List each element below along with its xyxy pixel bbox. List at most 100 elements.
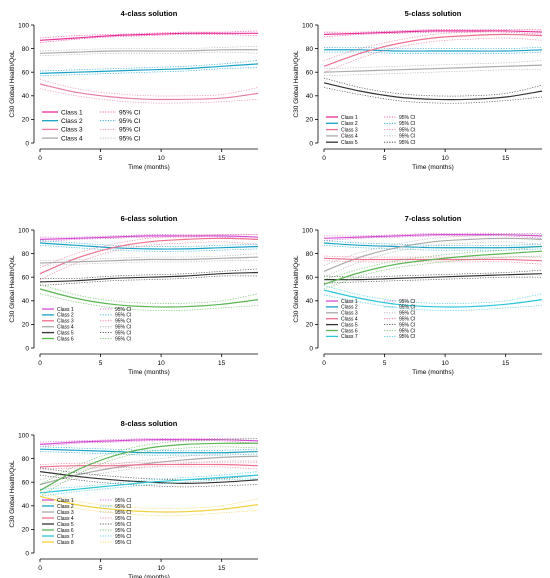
- series-class-4: [39, 461, 259, 470]
- legend-ci-label: 95% CI: [115, 504, 131, 510]
- legend-ci-label: 95% CI: [115, 510, 131, 516]
- y-tick-label: 80: [22, 251, 30, 258]
- series-class-2: [39, 446, 259, 456]
- ci-upper-line: [323, 46, 543, 50]
- panel-5-class: 5-class solution 0 5 10 15 0 20 40 60 80 100 Time (…: [293, 9, 543, 171]
- ci-lower-line: [323, 260, 543, 265]
- x-tick-label: 5: [99, 155, 103, 162]
- x-tick-label: 5: [99, 360, 103, 367]
- legend: Class 1 95% CI Class 2 95% CI Class 3 95% CI C…: [42, 307, 131, 342]
- series-line: [323, 250, 543, 285]
- series-class-6: [39, 283, 259, 311]
- legend-ci-label: 95% CI: [115, 528, 131, 534]
- legend-ci-label: 95% CI: [399, 127, 415, 133]
- ci-lower-line: [39, 478, 259, 497]
- legend-label: Class 2: [341, 121, 358, 127]
- legend-label: Class 5: [341, 140, 358, 146]
- series-class-3: [39, 451, 259, 490]
- series-line: [39, 455, 259, 486]
- legend-ci-label: 95% CI: [399, 328, 415, 334]
- y-tick-label: 100: [302, 22, 313, 29]
- y-tick-label: 60: [306, 275, 314, 282]
- ci-upper-line: [39, 234, 259, 269]
- y-tick-label: 20: [306, 322, 314, 329]
- y-axis-label: C30 Global Health/QoL: [293, 255, 300, 323]
- legend-label: Class 2: [61, 118, 83, 125]
- legend-label: Class 1: [61, 109, 83, 116]
- legend-label: Class 3: [57, 319, 74, 325]
- ci-upper-line: [323, 285, 543, 304]
- y-tick-label: 20: [22, 527, 30, 534]
- legend: Class 1 95% CI Class 2 95% CI Class 3 95% CI C…: [326, 115, 415, 146]
- series-line: [39, 235, 259, 240]
- y-axis-label: C30 Global Health/QoL: [9, 460, 16, 528]
- series-line: [39, 32, 258, 41]
- series-class-1: [323, 29, 543, 38]
- y-tick-label: 80: [306, 46, 314, 53]
- series-line: [323, 82, 543, 101]
- series-line: [39, 271, 259, 283]
- y-tick-label: 0: [25, 550, 29, 557]
- legend-ci-label: 95% CI: [399, 316, 415, 322]
- x-tick-label: 5: [383, 360, 387, 367]
- legend-ci-label: 95% CI: [399, 322, 415, 328]
- series-class-5: [39, 268, 259, 286]
- ci-lower-line: [323, 87, 543, 104]
- x-tick-label: 0: [322, 155, 326, 162]
- ci-upper-line: [323, 60, 543, 70]
- series-line: [39, 237, 259, 275]
- legend-label: Class 4: [341, 134, 358, 140]
- ci-lower-line: [39, 446, 259, 497]
- series-line: [39, 288, 259, 308]
- legend-ci-label: 95% CI: [115, 516, 131, 522]
- y-tick-label: 0: [25, 345, 29, 352]
- series-line: [323, 64, 543, 73]
- series-class-2: [323, 240, 543, 251]
- x-tick-label: 10: [157, 360, 165, 367]
- series-class-1: [39, 438, 259, 448]
- series-class-3: [39, 234, 259, 280]
- legend-ci-label: 95% CI: [399, 140, 415, 146]
- series-line: [39, 49, 259, 54]
- y-tick-label: 20: [22, 117, 30, 124]
- series-class-3: [323, 30, 543, 73]
- legend-label: Class 5: [57, 330, 74, 336]
- x-axis-label: Time (months): [128, 369, 170, 376]
- series-line: [323, 33, 543, 67]
- legend-label: Class 2: [57, 504, 74, 510]
- ci-upper-line: [39, 451, 259, 481]
- y-tick-label: 80: [22, 46, 30, 53]
- legend-ci-label: 95% CI: [115, 319, 131, 325]
- series-line: [39, 242, 259, 250]
- y-axis-label: C30 Global Health/QoL: [293, 50, 300, 118]
- series-class-3: [323, 234, 543, 278]
- x-axis-label: Time (months): [412, 369, 454, 376]
- y-tick-label: 60: [22, 70, 30, 77]
- ci-lower-line: [39, 33, 259, 44]
- y-tick-label: 100: [18, 22, 29, 29]
- series-line: [323, 49, 543, 52]
- x-tick-label: 5: [99, 565, 103, 572]
- legend-label: Class 1: [57, 498, 74, 504]
- legend-ci-label: 95% CI: [399, 334, 415, 340]
- panel-8-class: 8-class solution 0 5 10 15 0 20 40 60 80 100 Time (…: [9, 419, 259, 578]
- series-class-4: [323, 60, 543, 77]
- ci-lower-line: [39, 241, 259, 280]
- legend-label: Class 6: [57, 528, 74, 534]
- legend-label: Class 4: [61, 135, 83, 142]
- legend-label: Class 7: [57, 534, 74, 540]
- ci-lower-line: [39, 500, 259, 516]
- legend-ci-label: 95% CI: [115, 330, 131, 336]
- legend-label: Class 3: [341, 127, 358, 133]
- series-class-7: [39, 471, 259, 497]
- ci-lower-line: [39, 67, 259, 77]
- legend-ci-label: 95% CI: [115, 522, 131, 528]
- y-axis-label: C30 Global Health/QoL: [9, 255, 16, 323]
- ci-lower-line: [39, 474, 259, 488]
- y-tick-label: 100: [18, 432, 29, 439]
- panel-6-class: 6-class solution 0 5 10 15 0 20 40 60 80 100 Time (…: [9, 214, 259, 376]
- legend-ci-label: 95% CI: [115, 307, 131, 313]
- y-tick-label: 40: [306, 93, 314, 100]
- legend-ci-label: 95% CI: [399, 305, 415, 311]
- y-axis-label: C30 Global Health/QoL: [9, 50, 16, 118]
